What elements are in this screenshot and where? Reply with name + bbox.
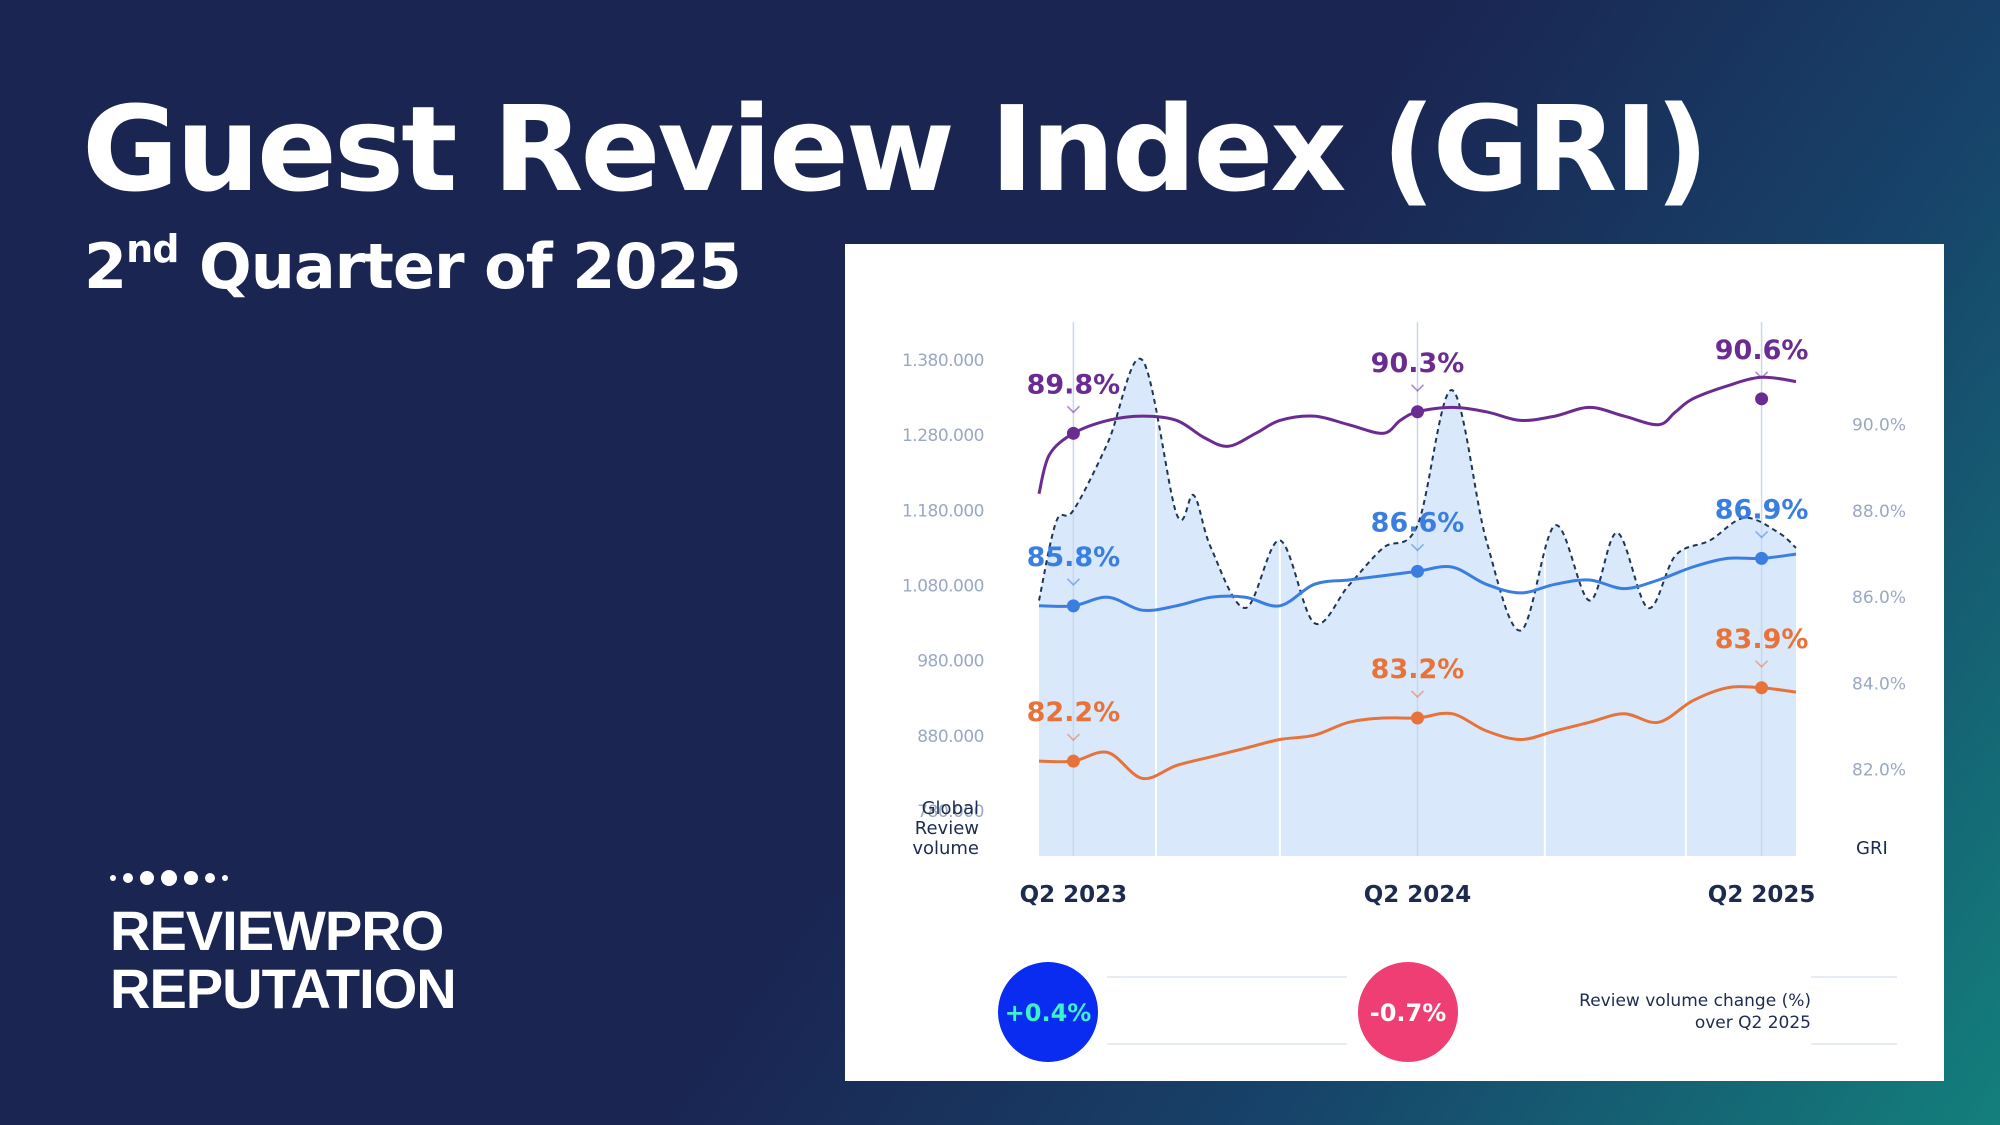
- x-axis-label: Q2 2023: [1020, 882, 1128, 908]
- series-2-label-1: 83.2%: [1371, 654, 1465, 685]
- chevron-down-icon: [1755, 530, 1769, 539]
- x-axis-label: Q2 2025: [1708, 882, 1816, 908]
- subtitle-ordinal: 2: [84, 230, 127, 303]
- chevron-down-icon: [1066, 578, 1080, 586]
- series-0-label-0: 89.8%: [1027, 369, 1121, 400]
- series-1-point-0: [1066, 599, 1080, 613]
- x-axis-label: Q2 2024: [1364, 882, 1472, 908]
- left-axis-label: Review: [915, 818, 979, 839]
- series-2-point-0: [1066, 754, 1080, 768]
- left-axis-label: Global: [922, 798, 979, 819]
- series-0-label-1: 90.3%: [1371, 348, 1465, 379]
- chevron-down-icon: [1410, 384, 1425, 392]
- left-axis-tick: 1.080.000: [902, 576, 984, 596]
- subtitle-rest: Quarter of 2025: [178, 230, 742, 303]
- series-2-label-2: 83.9%: [1715, 624, 1809, 655]
- chevron-down-icon: [1066, 405, 1080, 414]
- series-1-label-2: 86.9%: [1715, 494, 1809, 525]
- volume-line: [1038, 357, 1797, 632]
- series-0-point-1: [1411, 405, 1424, 419]
- left-axis-label: volume: [912, 838, 979, 859]
- chevron-down-icon: [1066, 733, 1080, 742]
- series-1-label-0: 85.8%: [1027, 542, 1121, 573]
- series-1-point-1: [1411, 564, 1424, 578]
- right-axis-tick: 82.0%: [1852, 761, 1906, 781]
- left-axis-tick: 980.000: [917, 652, 984, 672]
- change-note-line: Review volume change (%): [1579, 991, 1811, 1011]
- brand-name-line-2: REPUTATION: [110, 957, 457, 1020]
- gri-chart: 89.8% 90.3% 90.6% 85.8% 86.6% 86.9% 82.2% 83.2%…: [902, 322, 1906, 1062]
- series-0-point-2: [1755, 392, 1769, 406]
- right-axis-tick: 90.0%: [1852, 416, 1906, 436]
- change-badge-label-1: -0.7%: [1370, 999, 1447, 1027]
- left-axis-tick: 1.280.000: [902, 426, 984, 446]
- chart-card: 89.8% 90.3% 90.6% 85.8% 86.6% 86.9% 82.2% 83.2%…: [845, 244, 1944, 1081]
- chevron-down-icon: [1410, 690, 1425, 699]
- change-badge-1: [1358, 962, 1458, 1062]
- change-note-line: over Q2 2025: [1695, 1013, 1811, 1033]
- right-axis-tick: 84.0%: [1852, 674, 1906, 694]
- brand-name-line-1: REVIEWPRO: [110, 899, 444, 962]
- right-axis-label: GRI: [1856, 838, 1888, 859]
- right-axis-tick: 88.0%: [1852, 502, 1906, 522]
- change-badge-label-0: +0.4%: [1005, 999, 1092, 1027]
- series-0-label-2: 90.6%: [1715, 335, 1809, 366]
- series-1-point-2: [1755, 551, 1769, 565]
- left-axis-tick: 880.000: [917, 727, 984, 747]
- series-2-point-1: [1411, 711, 1424, 725]
- chevron-down-icon: [1755, 660, 1769, 668]
- brand-logo: REVIEWPRO REPUTATION: [110, 870, 457, 1020]
- subtitle-ordinal-suffix: nd: [126, 227, 179, 271]
- left-axis-tick: 1.380.000: [902, 351, 984, 371]
- chevron-down-icon: [1755, 371, 1769, 379]
- right-axis-tick: 86.0%: [1852, 588, 1906, 608]
- brand-dots-icon: [110, 870, 456, 886]
- series-line-0: [1037, 375, 1797, 495]
- change-badge-0: [998, 962, 1098, 1062]
- left-axis-tick: 1.180.000: [902, 501, 984, 521]
- series-2-label-0: 82.2%: [1027, 697, 1121, 728]
- series-1-label-1: 86.6%: [1371, 507, 1465, 538]
- left-axis-tick: 780.000: [917, 802, 984, 822]
- series-2-point-2: [1755, 681, 1769, 695]
- page-title: Guest Review Index (GRI): [82, 80, 1709, 218]
- page-subtitle: 2nd Quarter of 2025: [84, 227, 742, 304]
- chevron-down-icon: [1410, 543, 1425, 552]
- series-0-point-0: [1066, 426, 1080, 440]
